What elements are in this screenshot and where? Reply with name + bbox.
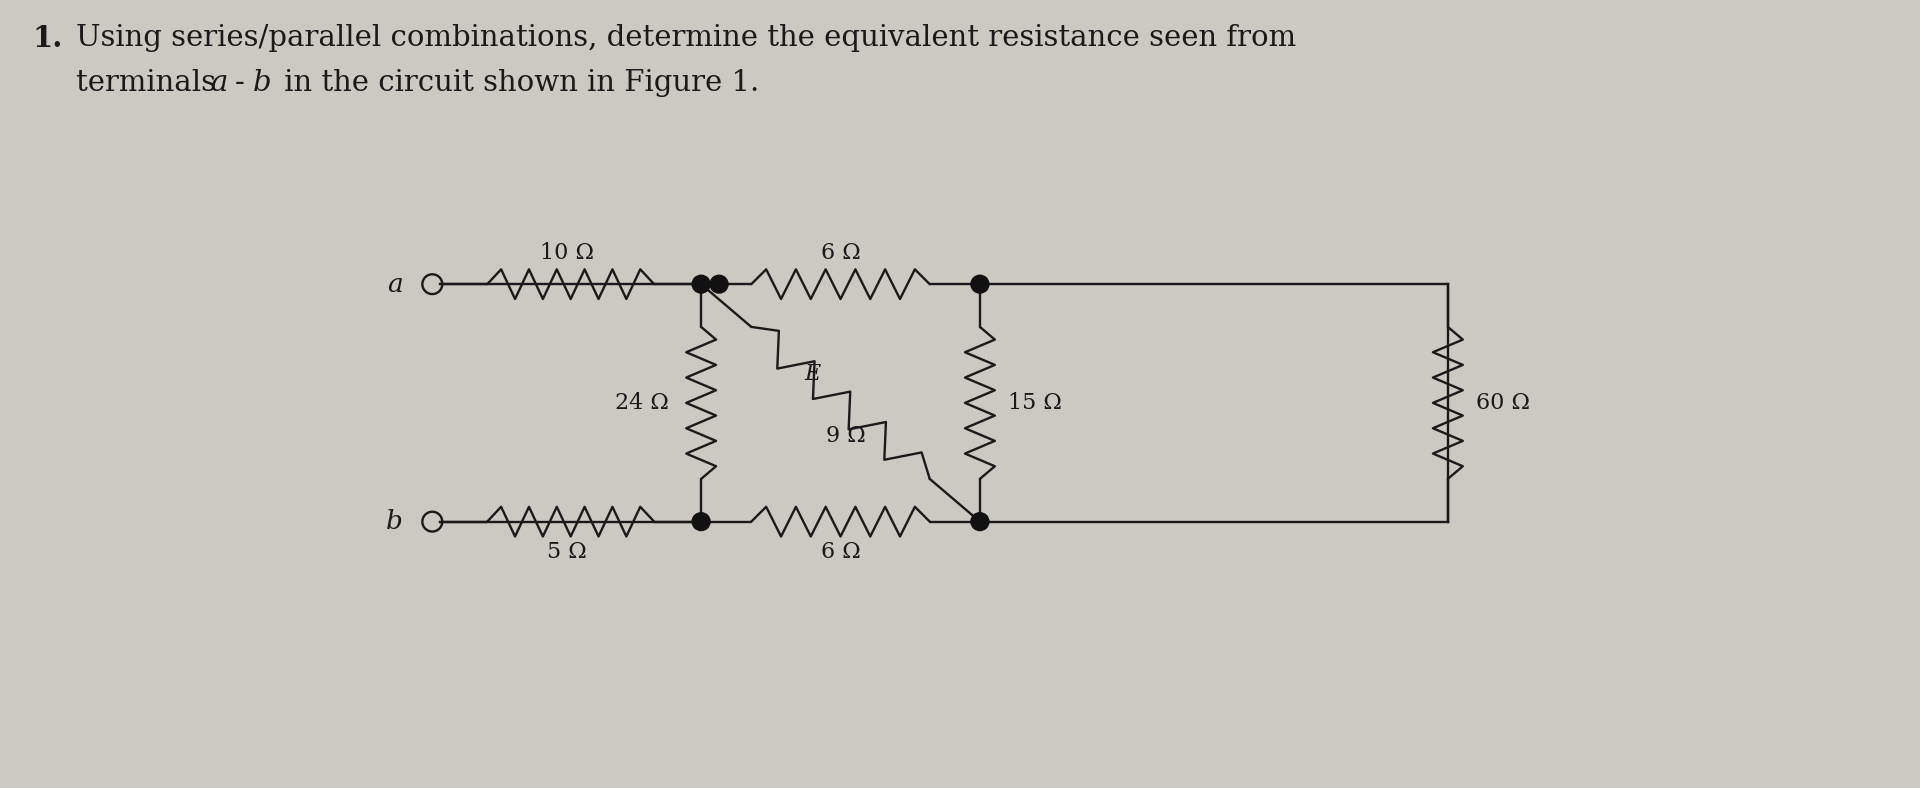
Text: b: b: [386, 509, 403, 534]
Text: -: -: [234, 69, 246, 98]
Circle shape: [972, 275, 989, 293]
Text: a: a: [211, 69, 228, 98]
Text: 6 Ω: 6 Ω: [820, 243, 860, 265]
Text: E: E: [804, 363, 820, 385]
Circle shape: [710, 275, 728, 293]
Text: 5 Ω: 5 Ω: [547, 541, 588, 563]
Text: a: a: [386, 272, 403, 296]
Text: 9 Ω: 9 Ω: [826, 425, 866, 447]
Text: 15 Ω: 15 Ω: [1008, 392, 1062, 414]
Text: in the circuit shown in Figure 1.: in the circuit shown in Figure 1.: [275, 69, 758, 98]
Text: terminals: terminals: [77, 69, 225, 98]
Text: 60 Ω: 60 Ω: [1476, 392, 1530, 414]
Text: Using series/parallel combinations, determine the equivalent resistance seen fro: Using series/parallel combinations, dete…: [77, 24, 1296, 52]
Circle shape: [693, 275, 710, 293]
Text: 6 Ω: 6 Ω: [820, 541, 860, 563]
Text: 10 Ω: 10 Ω: [540, 243, 593, 265]
Text: 1.: 1.: [33, 24, 63, 53]
Text: b: b: [253, 69, 273, 98]
Text: 24 Ω: 24 Ω: [616, 392, 670, 414]
Circle shape: [972, 513, 989, 530]
Circle shape: [693, 513, 710, 530]
